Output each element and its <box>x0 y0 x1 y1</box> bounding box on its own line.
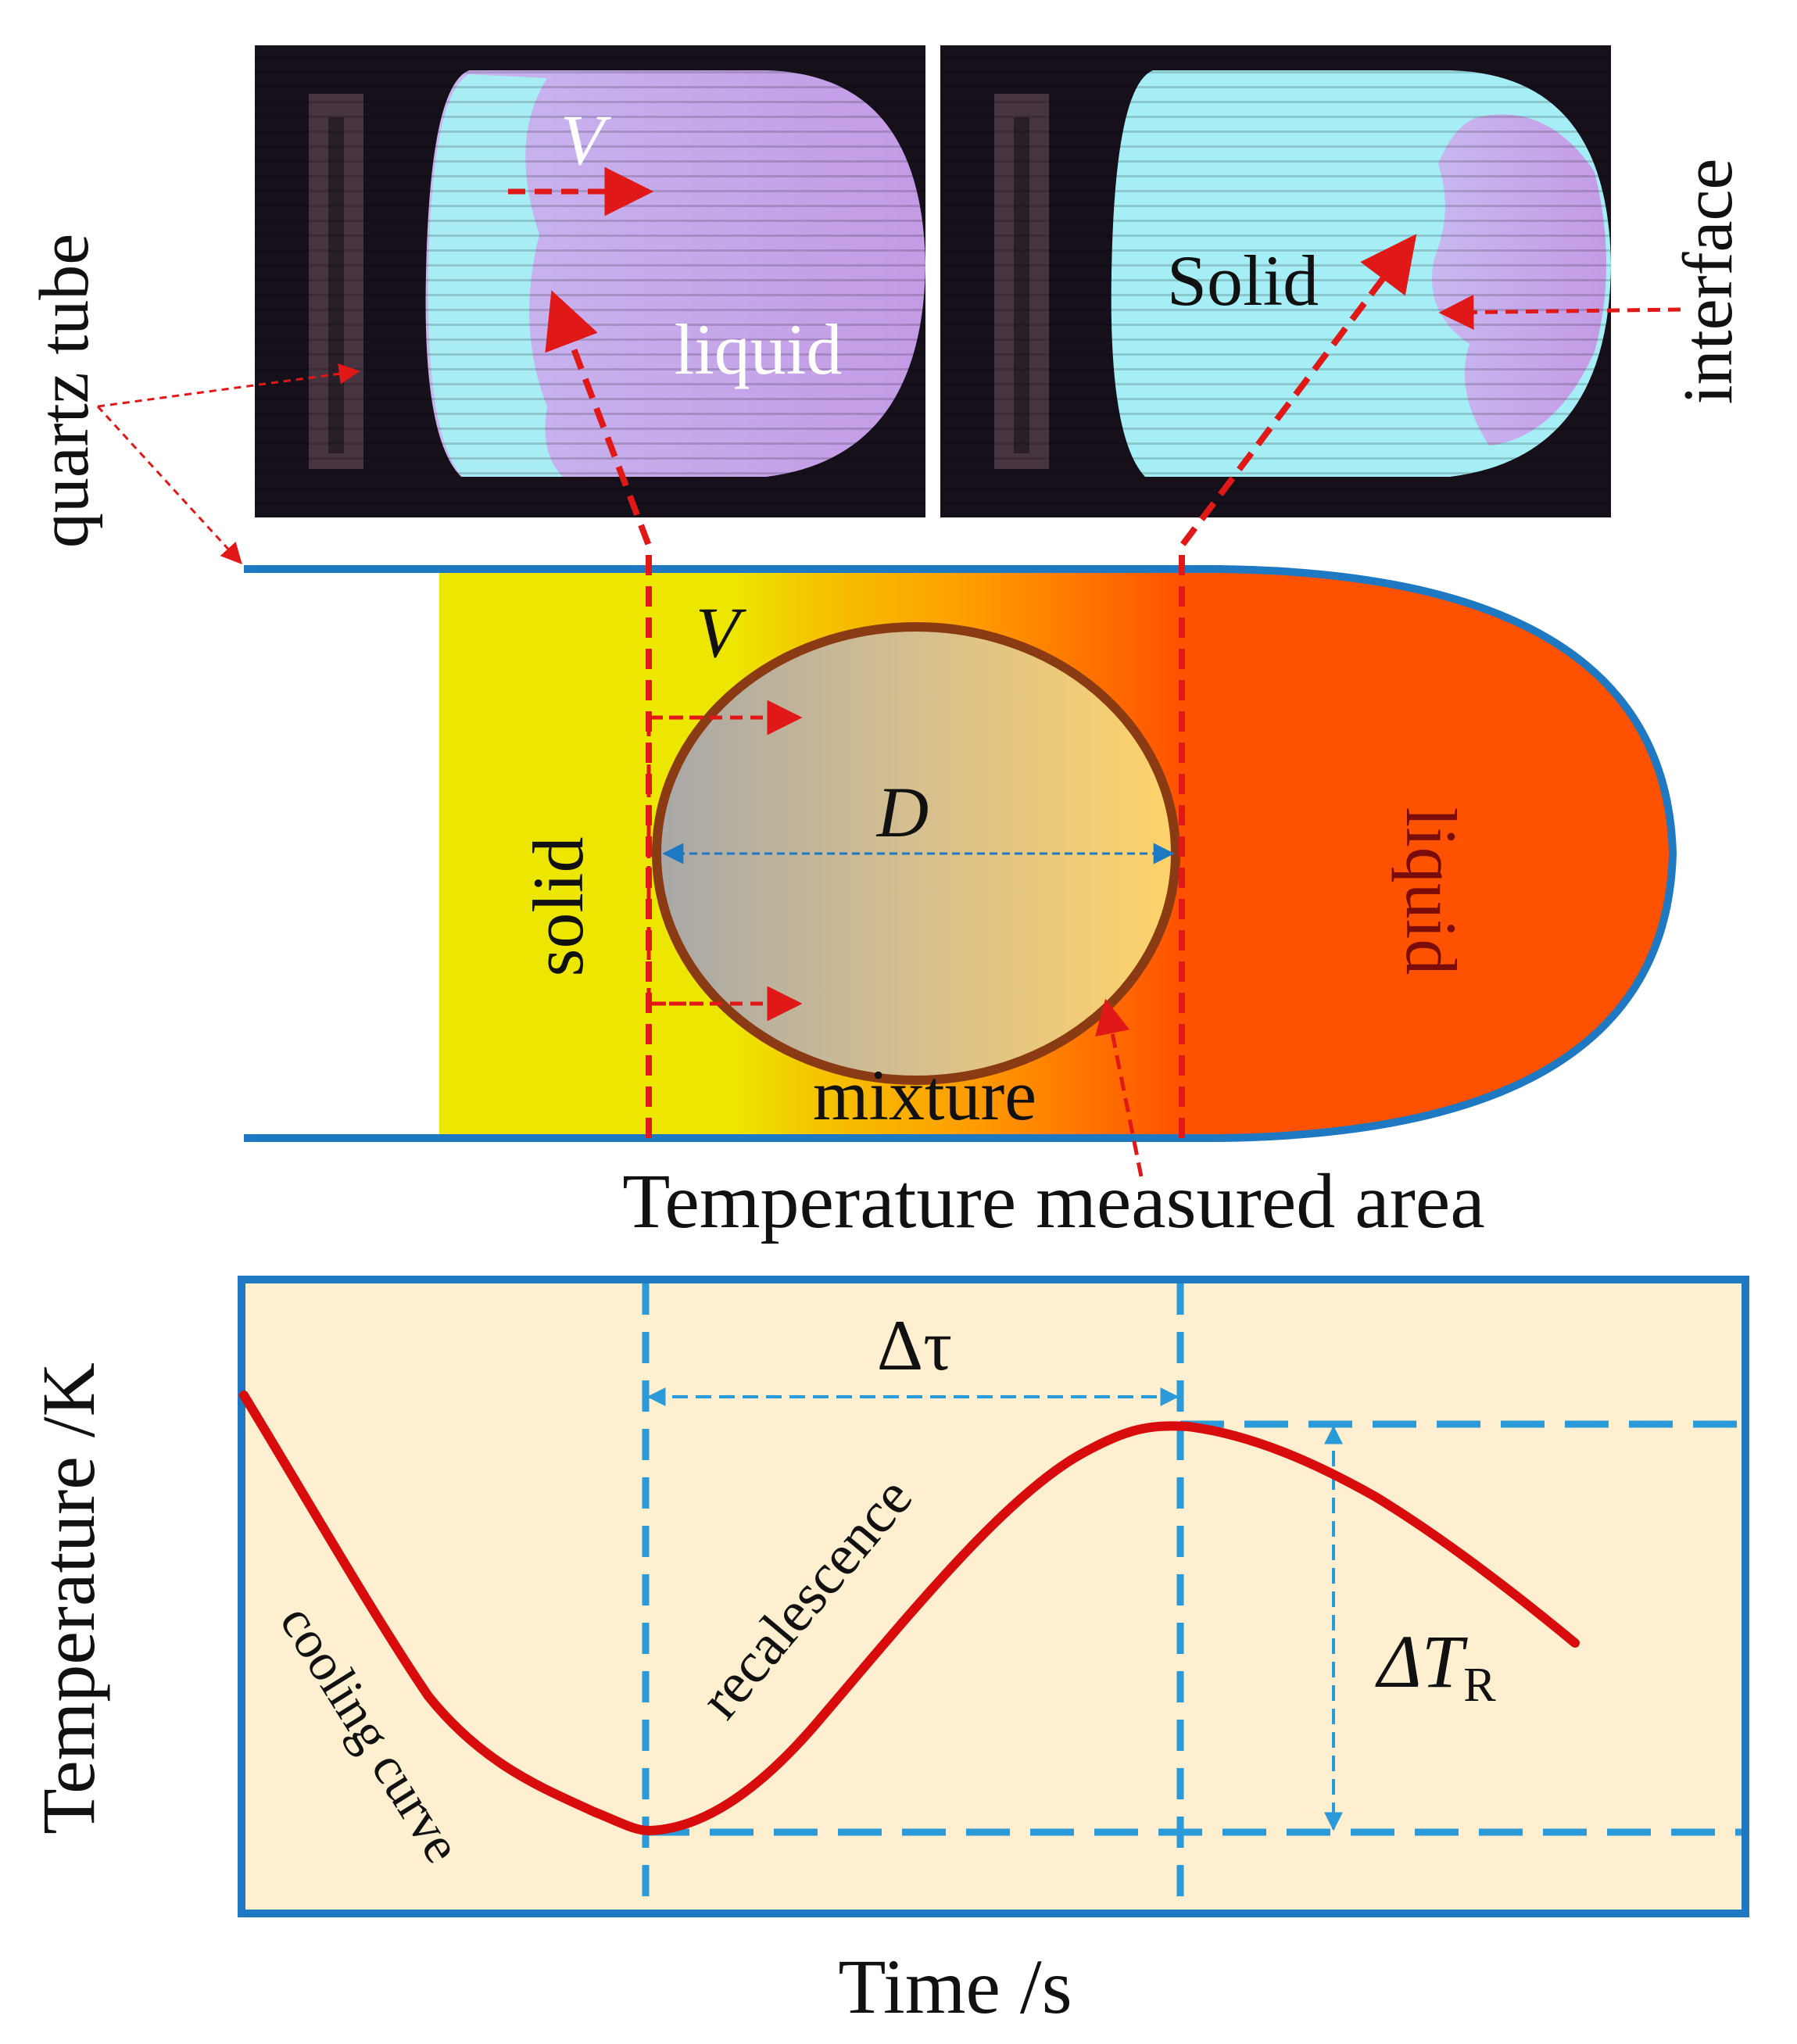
delta-t-label: ΔTR <box>1374 1620 1496 1712</box>
plot-frame <box>238 1276 1749 1917</box>
quartz-tube-label: quartz tube <box>26 234 103 548</box>
photo-left <box>255 45 925 517</box>
photo-right-solid-label: Solid <box>1167 241 1319 320</box>
measured-area-label: Temperature measured area <box>622 1158 1484 1244</box>
solid-label: solid <box>518 837 598 977</box>
delta-t-symbol: ΔT <box>1374 1620 1468 1703</box>
interface-line-left <box>545 290 652 1138</box>
measured-area-arrow <box>1094 998 1144 1177</box>
quartz-tube-pointer-upper <box>97 363 360 408</box>
mixture-label: mixture <box>813 1055 1036 1135</box>
quartz-tube-pointer-lower <box>96 405 242 564</box>
interface-line-right <box>1179 234 1417 1138</box>
photo-left-v-label: V <box>560 100 612 180</box>
delta-t-subscript: R <box>1463 1659 1496 1712</box>
plot-xlabel: Time /s <box>838 1943 1072 2030</box>
interface-label: interface <box>1670 159 1747 405</box>
liquid-label: liquid <box>1391 807 1471 975</box>
temperature-plot <box>238 1276 1749 1917</box>
sample-schematic <box>244 565 1677 1142</box>
delta-tau-label: Δτ <box>877 1305 952 1385</box>
quartz-tube-outline <box>244 565 1677 1142</box>
sample-d-label: D <box>875 772 929 852</box>
temperature-curve <box>239 1391 1580 1835</box>
sample-v-label: V <box>696 592 747 672</box>
plot-ylabel: Temperature /K <box>27 1362 110 1835</box>
photo-left-liquid-label: liquid <box>675 310 843 389</box>
